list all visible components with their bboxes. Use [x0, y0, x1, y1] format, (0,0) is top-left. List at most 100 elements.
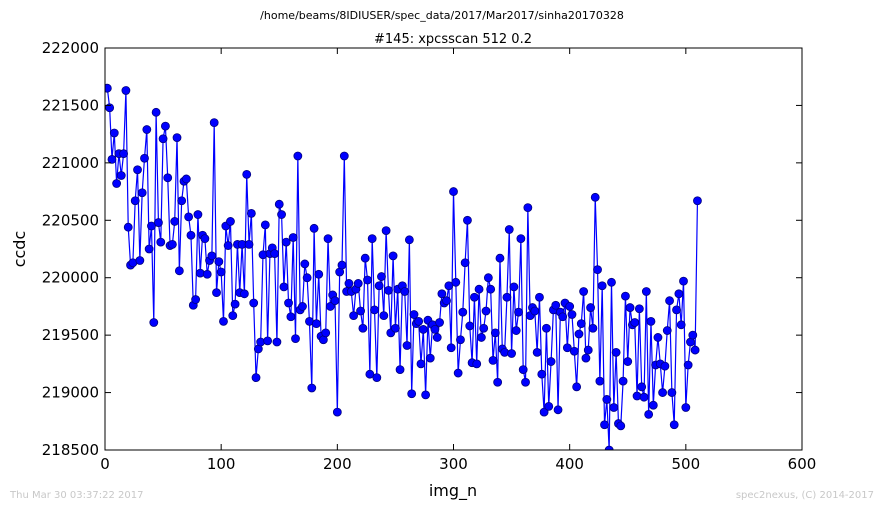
- data-point: [646, 316, 656, 326]
- data-point: [223, 241, 233, 250]
- data-point: [281, 237, 291, 247]
- data-point: [658, 388, 667, 397]
- data-point: [284, 298, 293, 308]
- data-point: [414, 316, 424, 326]
- data-point: [604, 445, 614, 450]
- y-tick-label: 219000: [42, 384, 99, 402]
- data-point: [621, 291, 630, 301]
- data-point: [272, 337, 282, 347]
- data-point: [119, 149, 128, 159]
- data-point: [307, 383, 317, 393]
- data-point: [444, 281, 454, 291]
- footer-credit: spec2nexus, (C) 2014-2017: [736, 490, 874, 501]
- data-point: [472, 359, 482, 369]
- data-point: [404, 235, 414, 245]
- data-point: [630, 318, 640, 327]
- data-point: [170, 217, 180, 226]
- data-point: [216, 267, 226, 277]
- plot-area: [104, 47, 803, 451]
- data-point: [567, 310, 577, 319]
- data-point: [514, 307, 523, 317]
- data-point: [302, 273, 312, 283]
- file-path-text: /home/beams/8IDIUSER/spec_data/2017/Mar2…: [260, 9, 624, 22]
- data-point: [321, 328, 331, 338]
- y-tick-label: 221500: [42, 96, 99, 114]
- data-point: [142, 125, 152, 134]
- data-point: [109, 128, 119, 138]
- data-point: [502, 292, 512, 302]
- data-point: [184, 212, 194, 222]
- data-point: [681, 403, 691, 412]
- x-tick-label: 600: [788, 455, 817, 473]
- data-point: [558, 312, 568, 322]
- data-point: [446, 343, 456, 353]
- data-point: [597, 281, 607, 291]
- data-point: [332, 407, 342, 417]
- data-point: [648, 400, 658, 410]
- data-point: [618, 376, 628, 386]
- data-point: [416, 359, 426, 369]
- data-point: [149, 318, 159, 327]
- x-tick-label: 200: [323, 455, 352, 473]
- y-tick-label: 222000: [42, 39, 99, 57]
- data-point: [669, 420, 679, 430]
- data-point: [488, 356, 498, 365]
- data-point: [553, 405, 563, 415]
- data-point: [425, 353, 435, 363]
- x-axis-label: img_n: [429, 481, 477, 501]
- data-point: [693, 196, 702, 206]
- data-point: [249, 298, 259, 308]
- data-point: [226, 217, 235, 226]
- data-point: [665, 296, 674, 306]
- y-tick-label: 220500: [42, 211, 99, 229]
- data-point: [251, 373, 261, 383]
- data-point: [161, 121, 170, 131]
- data-point: [460, 258, 470, 268]
- data-point: [518, 365, 528, 375]
- data-point: [230, 299, 240, 309]
- data-point: [602, 395, 612, 404]
- data-point: [300, 259, 310, 269]
- data-point: [672, 305, 681, 315]
- data-point: [504, 225, 514, 234]
- data-point: [279, 282, 289, 292]
- y-tick-label: 221000: [42, 154, 99, 172]
- data-point: [495, 253, 505, 263]
- data-point: [490, 328, 500, 338]
- footer-timestamp: Thu Mar 30 03:37:22 2017: [9, 490, 143, 501]
- data-point: [579, 287, 589, 296]
- data-point: [286, 312, 296, 322]
- data-point: [644, 409, 654, 419]
- data-point: [474, 284, 484, 294]
- data-point: [156, 237, 166, 247]
- data-point: [607, 277, 616, 287]
- data-point: [493, 377, 503, 387]
- data-point: [463, 215, 472, 225]
- data-point: [544, 401, 554, 411]
- data-point: [667, 388, 677, 397]
- data-point: [565, 302, 575, 311]
- data-point: [574, 329, 584, 339]
- data-point: [135, 256, 145, 265]
- data-point: [483, 273, 493, 283]
- data-point: [212, 288, 221, 298]
- data-point: [402, 341, 412, 350]
- data-point: [244, 240, 254, 249]
- data-point: [409, 310, 419, 319]
- data-point: [312, 319, 321, 329]
- data-point: [418, 324, 428, 334]
- data-point: [676, 320, 686, 330]
- y-tick-label: 220000: [42, 269, 99, 287]
- data-point: [530, 306, 540, 316]
- data-point: [516, 234, 526, 244]
- tick-layer: 0 100 200 300 400 500 600 218500 219000 219500 220…: [42, 39, 817, 473]
- data-point: [449, 187, 458, 196]
- data-point: [116, 171, 126, 180]
- data-point: [277, 210, 286, 219]
- data-point: [451, 277, 461, 287]
- data-point: [177, 196, 187, 206]
- data-point: [511, 326, 521, 335]
- data-point: [507, 349, 516, 358]
- data-point: [367, 234, 377, 244]
